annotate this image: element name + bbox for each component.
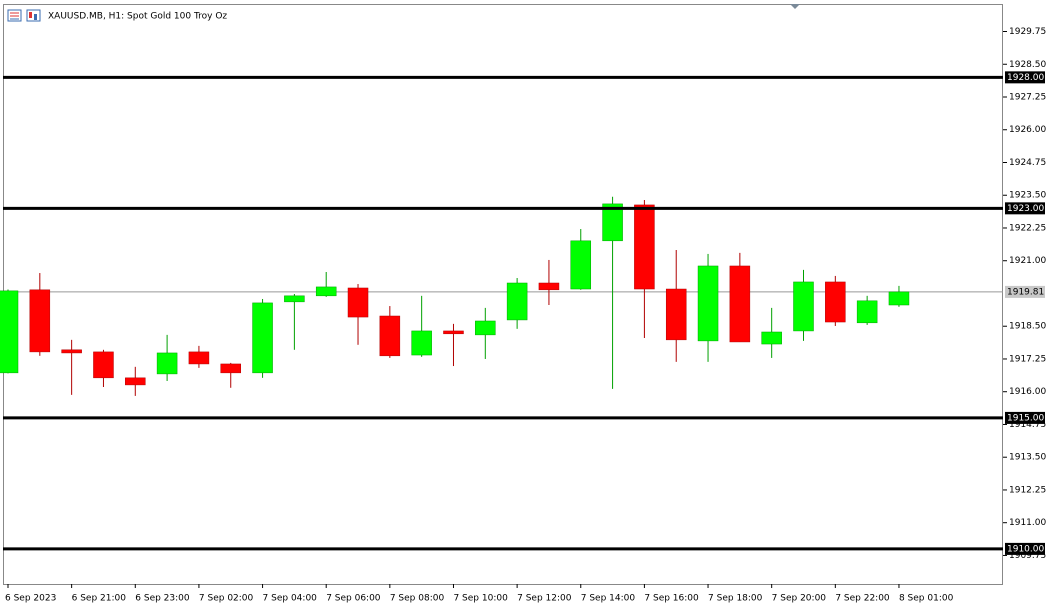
candle-body [315, 286, 337, 297]
candle-body [379, 315, 401, 357]
y-tick-label: 1928.50 [1009, 60, 1046, 70]
candle-body [538, 282, 560, 291]
candle-body [220, 363, 241, 374]
candle-body [729, 265, 751, 343]
level-label-box [1005, 542, 1045, 555]
y-tick-label: 1913.50 [1009, 453, 1046, 463]
x-tick-label: 7 Sep 14:00 [581, 594, 636, 604]
x-tick-label: 7 Sep 06:00 [326, 594, 381, 604]
y-tick-label: 1916.00 [1009, 387, 1046, 397]
chart-title: XAUUSD.MB, H1: Spot Gold 100 Troy Oz [48, 12, 227, 22]
candle-body [475, 320, 496, 336]
candle-body [156, 352, 178, 375]
candle-body [93, 351, 114, 379]
candle-body [443, 330, 464, 335]
candle-body [570, 240, 592, 290]
icon-bar [29, 12, 32, 18]
y-tick-label: 1926.00 [1009, 125, 1046, 135]
y-tick-label: 1918.50 [1009, 322, 1046, 332]
header: XAUUSD.MB, H1: Spot Gold 100 Troy Oz [7, 9, 227, 22]
candle-body [761, 331, 782, 345]
candle-body [825, 281, 846, 323]
level-label: 1910.00 [1007, 544, 1044, 554]
candle-body [602, 203, 623, 242]
y-tick-label: 1923.50 [1009, 191, 1046, 201]
shift-marker [790, 4, 800, 9]
candle-body [634, 204, 655, 290]
y-tick-label: 1927.25 [1009, 92, 1046, 102]
candle-body [411, 330, 432, 356]
level-label: 1915.00 [1007, 413, 1044, 423]
icon-bar [34, 14, 37, 20]
price-label: 1919.81 [1007, 287, 1044, 297]
icon-chart [26, 9, 41, 22]
y-tick-label: 1921.00 [1009, 256, 1046, 266]
level-label-box [1005, 71, 1045, 84]
candle-body [61, 349, 82, 354]
y-tick-label: 1929.75 [1009, 27, 1046, 37]
level-label: 1923.00 [1007, 204, 1044, 214]
y-tick-label: 1924.75 [1009, 158, 1046, 168]
x-tick-label: 8 Sep 01:00 [899, 594, 954, 604]
y-tick-label: 1917.25 [1009, 354, 1046, 364]
x-tick-label: 7 Sep 16:00 [644, 594, 699, 604]
candle-body [29, 289, 51, 353]
candle-body [665, 288, 687, 341]
price-label-box [1005, 285, 1045, 298]
level-label: 1928.00 [1007, 73, 1044, 83]
candle-body [856, 300, 878, 324]
level-label-box [1005, 202, 1045, 215]
candle-body [888, 291, 910, 306]
candle-body [506, 282, 528, 321]
x-tick-label: 6 Sep 21:00 [72, 594, 127, 604]
x-tick-label: 6 Sep 2023 [5, 594, 56, 604]
candle-body [793, 281, 814, 332]
candle-body [347, 287, 369, 318]
y-tick-label: 1912.25 [1009, 485, 1046, 495]
candle-body [252, 302, 273, 374]
y-tick-label: 1911.00 [1009, 518, 1046, 528]
x-tick-label: 7 Sep 04:00 [263, 594, 318, 604]
candle-body [125, 377, 146, 386]
candle-body [0, 290, 19, 374]
y-tick-label: 1914.75 [1009, 420, 1046, 430]
x-tick-label: 7 Sep 18:00 [708, 594, 763, 604]
x-tick-label: 7 Sep 08:00 [390, 594, 445, 604]
level-label-box [1005, 411, 1045, 424]
candle-body [188, 351, 210, 365]
candle-body [697, 265, 719, 342]
y-tick-label: 1922.25 [1009, 223, 1046, 233]
x-tick-label: 7 Sep 02:00 [199, 594, 254, 604]
x-tick-label: 7 Sep 10:00 [453, 594, 508, 604]
x-tick-label: 7 Sep 12:00 [517, 594, 572, 604]
x-tick-label: 6 Sep 23:00 [135, 594, 190, 604]
candle-body [284, 295, 305, 303]
x-tick-label: 7 Sep 20:00 [772, 594, 827, 604]
y-tick-label: 1909.75 [1009, 551, 1046, 561]
x-tick-label: 7 Sep 22:00 [835, 594, 890, 604]
